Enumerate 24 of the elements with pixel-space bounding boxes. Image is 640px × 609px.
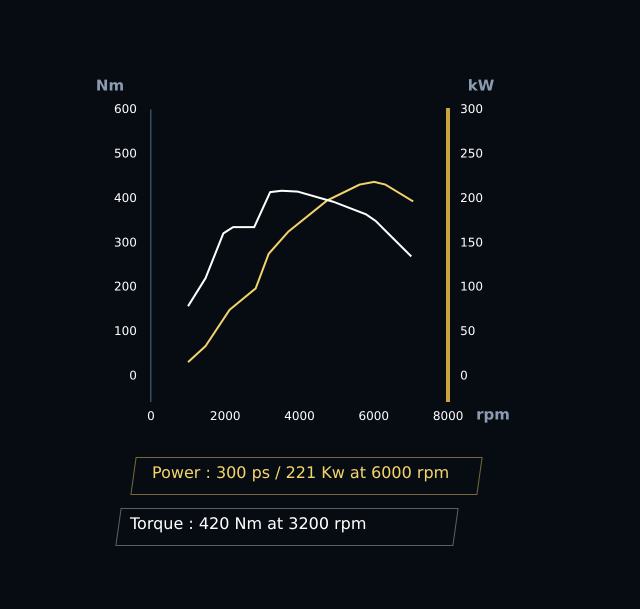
y-tick-label: 500 xyxy=(114,146,137,161)
y-tick-label: 300 xyxy=(114,235,137,250)
x-tick-label: 0 xyxy=(147,408,155,423)
x-tick-label: 4000 xyxy=(284,408,315,423)
y2-tick-label: 50 xyxy=(460,324,476,338)
x-tick-label: 6000 xyxy=(358,408,390,423)
y-tick-label: 0 xyxy=(129,368,137,382)
x-axis-title: rpm xyxy=(476,405,510,424)
y-axis-title: Nm xyxy=(96,76,124,94)
y2-tick-label: 100 xyxy=(460,280,483,294)
y2-axis-title: kW xyxy=(468,76,495,94)
y2-tick-label: 150 xyxy=(460,235,483,250)
y2-tick-label: 300 xyxy=(460,102,483,116)
text: Torque : 420 Nm at 3200 rpm xyxy=(130,514,366,533)
y-tick-label: 400 xyxy=(114,190,137,205)
y-tick-label: 100 xyxy=(114,324,137,338)
y-tick-label: 200 xyxy=(114,280,137,294)
y2-tick-label: 0 xyxy=(460,368,468,382)
text: Power : 300 ps / 221 Kw at 6000 rpm xyxy=(152,463,450,482)
y2-tick-label: 200 xyxy=(460,190,483,205)
y2-tick-label: 250 xyxy=(460,146,483,161)
x-tick-label: 8000 xyxy=(432,408,464,423)
y-tick-label: 600 xyxy=(114,102,137,116)
x-tick-label: 2000 xyxy=(210,408,240,423)
